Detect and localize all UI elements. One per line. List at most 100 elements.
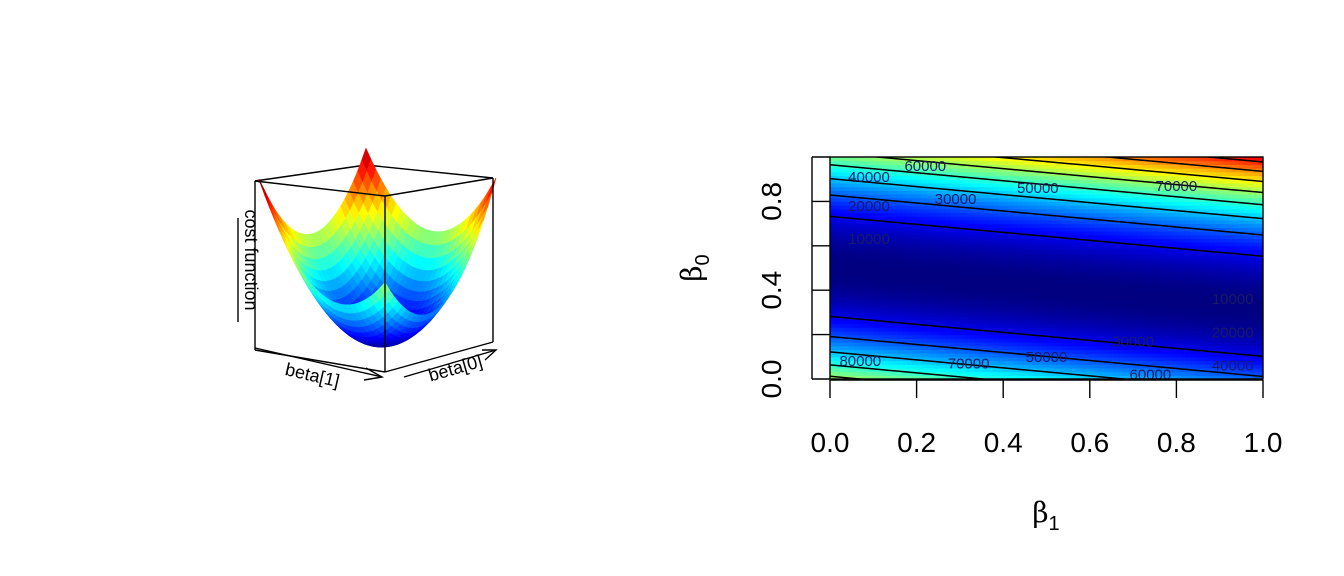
heatmap-cell — [988, 279, 995, 284]
heatmap-cell — [979, 312, 985, 317]
heatmap-cell — [849, 338, 855, 343]
heatmap-cell — [1032, 216, 1038, 221]
heatmap-cell — [969, 375, 975, 379]
heatmap-cell — [1099, 249, 1105, 254]
heatmap-cell — [1161, 371, 1168, 376]
heatmap-cell — [1060, 216, 1067, 221]
heatmap-cell — [1137, 234, 1144, 239]
heatmap-cell — [1075, 157, 1081, 162]
heatmap-cell — [1109, 342, 1115, 347]
heatmap-cell — [935, 353, 942, 358]
heatmap-cell — [902, 168, 908, 173]
heatmap-cell — [834, 275, 841, 280]
heatmap-cell — [940, 182, 947, 188]
heatmap-cell — [1065, 223, 1072, 228]
heatmap-cell — [1128, 208, 1134, 214]
heatmap-cell — [940, 338, 947, 343]
heatmap-cell — [1118, 186, 1125, 191]
heatmap-cell — [1056, 205, 1062, 210]
heatmap-cell — [1041, 179, 1048, 184]
heatmap-cell — [1157, 308, 1163, 313]
heatmap-cell — [974, 301, 980, 306]
heatmap-cell — [1157, 327, 1163, 332]
heatmap-cell — [1003, 238, 1009, 243]
heatmap-cell — [892, 371, 898, 376]
heatmap-cell — [892, 249, 898, 254]
heatmap-cell — [1075, 164, 1081, 169]
heatmap-cell — [834, 271, 841, 276]
heatmap-cell — [959, 271, 966, 276]
heatmap-cell — [878, 160, 884, 165]
heatmap-cell — [858, 316, 865, 321]
heatmap-cell — [906, 319, 913, 325]
heatmap-cell — [935, 219, 942, 225]
heatmap-cell — [1075, 227, 1081, 232]
heatmap-cell — [935, 375, 942, 379]
heatmap-cell — [964, 338, 971, 343]
heatmap-cell — [839, 157, 846, 162]
heatmap-cell — [931, 157, 937, 162]
heatmap-cell — [897, 164, 903, 169]
heatmap-cell — [1065, 275, 1072, 280]
heatmap-cell — [1051, 227, 1057, 232]
heatmap-cell — [916, 234, 923, 239]
heatmap-cell — [993, 260, 999, 265]
heatmap-cell — [1094, 223, 1101, 228]
heatmap-cell — [1012, 282, 1019, 288]
heatmap-cell — [1080, 293, 1086, 299]
heatmap-cell — [902, 367, 908, 373]
heatmap-cell — [931, 301, 937, 306]
heatmap-cell — [1113, 212, 1120, 217]
heatmap-cell — [1137, 312, 1144, 317]
heatmap-cell — [993, 293, 999, 299]
heatmap-cell — [959, 286, 966, 291]
heatmap-cell — [1171, 260, 1177, 265]
heatmap-cell — [916, 356, 923, 362]
heatmap-cell — [882, 308, 889, 313]
heatmap-cell — [1118, 323, 1125, 328]
heatmap-cell — [1065, 256, 1072, 262]
heatmap-cell — [1008, 249, 1014, 254]
heatmap-cell — [868, 182, 874, 188]
heatmap-cell — [1017, 260, 1024, 265]
heatmap-cell — [911, 282, 918, 288]
heatmap-cell — [983, 227, 990, 232]
heatmap-cell — [1166, 238, 1173, 243]
heatmap-cell — [998, 356, 1004, 362]
heatmap-cell — [873, 293, 879, 299]
heatmap-cell — [911, 338, 918, 343]
heatmap-cell — [849, 219, 855, 225]
heatmap-cell — [1027, 356, 1033, 362]
heatmap-cell — [1012, 286, 1019, 291]
heatmap-cell — [1027, 212, 1033, 217]
heatmap-cell — [1171, 290, 1177, 295]
heatmap-cell — [1166, 308, 1173, 313]
heatmap-cell — [1080, 316, 1086, 321]
heatmap-cell — [897, 316, 903, 321]
heatmap-cell — [1157, 301, 1163, 306]
heatmap-cell — [1147, 338, 1153, 343]
heatmap-cell — [1118, 330, 1125, 336]
heatmap-cell — [1012, 323, 1019, 328]
heatmap-cell — [887, 264, 894, 269]
heatmap-cell — [854, 375, 860, 379]
heatmap-cell — [950, 216, 956, 221]
heatmap-cell — [1113, 216, 1120, 221]
heatmap-cell — [1051, 245, 1057, 251]
heatmap-cell — [1137, 316, 1144, 321]
heatmap-cell — [916, 227, 923, 232]
heatmap-cell — [839, 282, 846, 288]
heatmap-cell — [911, 275, 918, 280]
heatmap-cell — [1166, 349, 1173, 354]
heatmap-cell — [964, 356, 971, 362]
heatmap-cell — [1080, 271, 1086, 276]
heatmap-cell — [974, 197, 980, 202]
heatmap-cell — [911, 316, 918, 321]
heatmap-cell — [830, 364, 836, 369]
heatmap-cell — [983, 342, 990, 347]
heatmap-cell — [906, 312, 913, 317]
heatmap-cell — [1036, 360, 1043, 365]
heatmap-cell — [1128, 364, 1134, 369]
heatmap-cell — [1152, 342, 1158, 347]
heatmap-cell — [969, 342, 975, 347]
